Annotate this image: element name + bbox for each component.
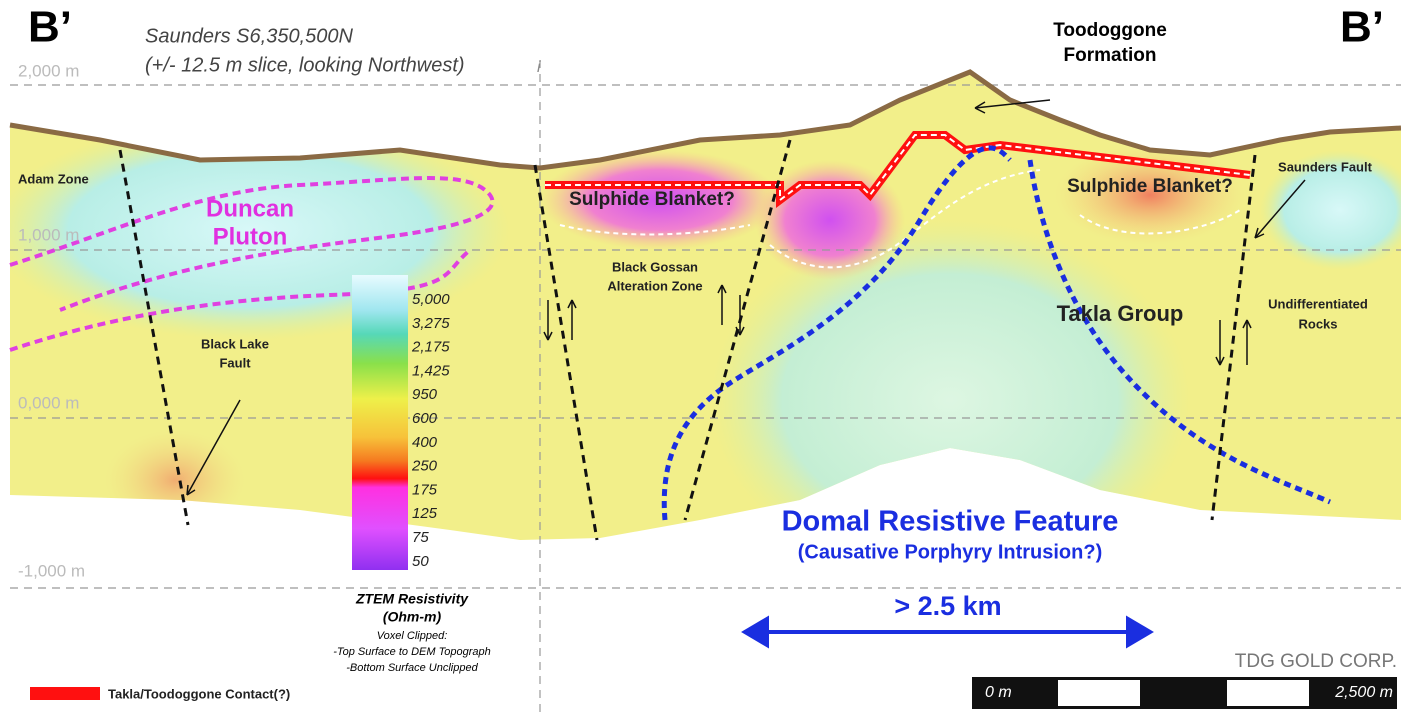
elevation-label: 0,000 m bbox=[18, 393, 79, 412]
scale-bar bbox=[972, 677, 1397, 709]
arrows bbox=[186, 99, 1306, 496]
legend-title: ZTEM Resistivity bbox=[355, 591, 469, 607]
dome-outline bbox=[661, 145, 1332, 521]
scale-label: 75 bbox=[412, 529, 429, 546]
formation-label: Toodoggone bbox=[1053, 20, 1167, 41]
fault bbox=[533, 164, 599, 541]
scale-label: 2,500 m bbox=[1334, 684, 1393, 701]
pluton-outline bbox=[9, 176, 495, 352]
pluton-label: Pluton bbox=[213, 223, 288, 250]
alteration-label: Alteration Zone bbox=[607, 278, 702, 293]
group-label: Takla Group bbox=[1057, 301, 1184, 326]
sulphide-label: Sulphide Blanket? bbox=[1067, 176, 1233, 197]
width-label: > 2.5 km bbox=[894, 591, 1001, 621]
elevation-label: 2,000 m bbox=[18, 61, 79, 80]
fault bbox=[118, 149, 190, 526]
scale-label: 600 bbox=[412, 410, 438, 427]
scale-label: 2,175 bbox=[411, 339, 450, 356]
zone-label: Adam Zone bbox=[18, 171, 89, 186]
fault-label: Fault bbox=[219, 355, 251, 370]
pointer bbox=[1254, 179, 1306, 239]
contact-legend: Takla/Toodoggone Contact(?) bbox=[108, 686, 290, 701]
topography bbox=[9, 69, 1401, 171]
elevation-grid bbox=[10, 60, 1401, 718]
dome-label: (Causative Porphyry Intrusion?) bbox=[798, 541, 1103, 563]
rock-label: Undifferentiated bbox=[1268, 296, 1368, 311]
scale-label: 250 bbox=[411, 458, 438, 475]
logo: TDG GOLD CORP. bbox=[1235, 651, 1397, 672]
scale-label: 5,000 bbox=[412, 291, 450, 308]
alteration-label: Black Gossan bbox=[612, 259, 698, 274]
formation-label: Formation bbox=[1064, 45, 1157, 66]
subtitle: (+/- 12.5 m slice, looking Northwest) bbox=[145, 54, 465, 76]
scale-label: 0 m bbox=[985, 684, 1012, 701]
alteration-outline bbox=[559, 169, 1241, 269]
section-mark: B’ bbox=[28, 3, 72, 52]
sulphide-zone bbox=[540, 150, 780, 250]
fault-label: Saunders Fault bbox=[1278, 159, 1373, 174]
scale-label: 950 bbox=[412, 386, 438, 403]
scale-label: 400 bbox=[412, 434, 438, 451]
pluton-label: Duncan bbox=[206, 195, 294, 222]
scale-block bbox=[1058, 680, 1140, 706]
color-bar bbox=[352, 275, 408, 570]
fault bbox=[1210, 154, 1257, 521]
sulphide-label: Sulphide Blanket? bbox=[569, 189, 735, 210]
contact-line bbox=[545, 134, 1251, 202]
marker: i bbox=[537, 59, 541, 76]
east-zone bbox=[1260, 150, 1401, 270]
legend-note: -Bottom Surface Unclipped bbox=[346, 662, 478, 674]
rock-label: Rocks bbox=[1298, 316, 1337, 331]
legend-note: Voxel Clipped: bbox=[377, 630, 448, 642]
dome-label: Domal Resistive Feature bbox=[782, 506, 1119, 538]
pointer bbox=[186, 399, 241, 496]
legend-note: -Top Surface to DEM Topograph bbox=[333, 646, 491, 658]
scale-label: 50 bbox=[412, 553, 429, 570]
fault-motion bbox=[543, 284, 1252, 366]
title: Saunders S6,350,500N bbox=[145, 25, 353, 47]
section-mark: B’ bbox=[1340, 3, 1384, 52]
pointer bbox=[974, 99, 1051, 114]
scale-label: 3,275 bbox=[412, 315, 450, 332]
fault-label: Black Lake bbox=[201, 336, 269, 351]
elevation-label: -1,000 m bbox=[18, 561, 85, 580]
contact-swatch bbox=[30, 687, 100, 700]
color-scale: 5,000 3,275 2,175 1,425 950 600 400 250 175 125 75… bbox=[411, 291, 450, 570]
scale-block bbox=[1227, 680, 1309, 706]
elevation-label: 1,000 m bbox=[18, 225, 79, 244]
scale-label: 175 bbox=[412, 481, 438, 498]
legend-title: (Ohm-m) bbox=[383, 609, 442, 625]
scale-label: 1,425 bbox=[412, 362, 450, 379]
width-arrow bbox=[741, 615, 1154, 649]
scale-label: 125 bbox=[412, 505, 438, 522]
